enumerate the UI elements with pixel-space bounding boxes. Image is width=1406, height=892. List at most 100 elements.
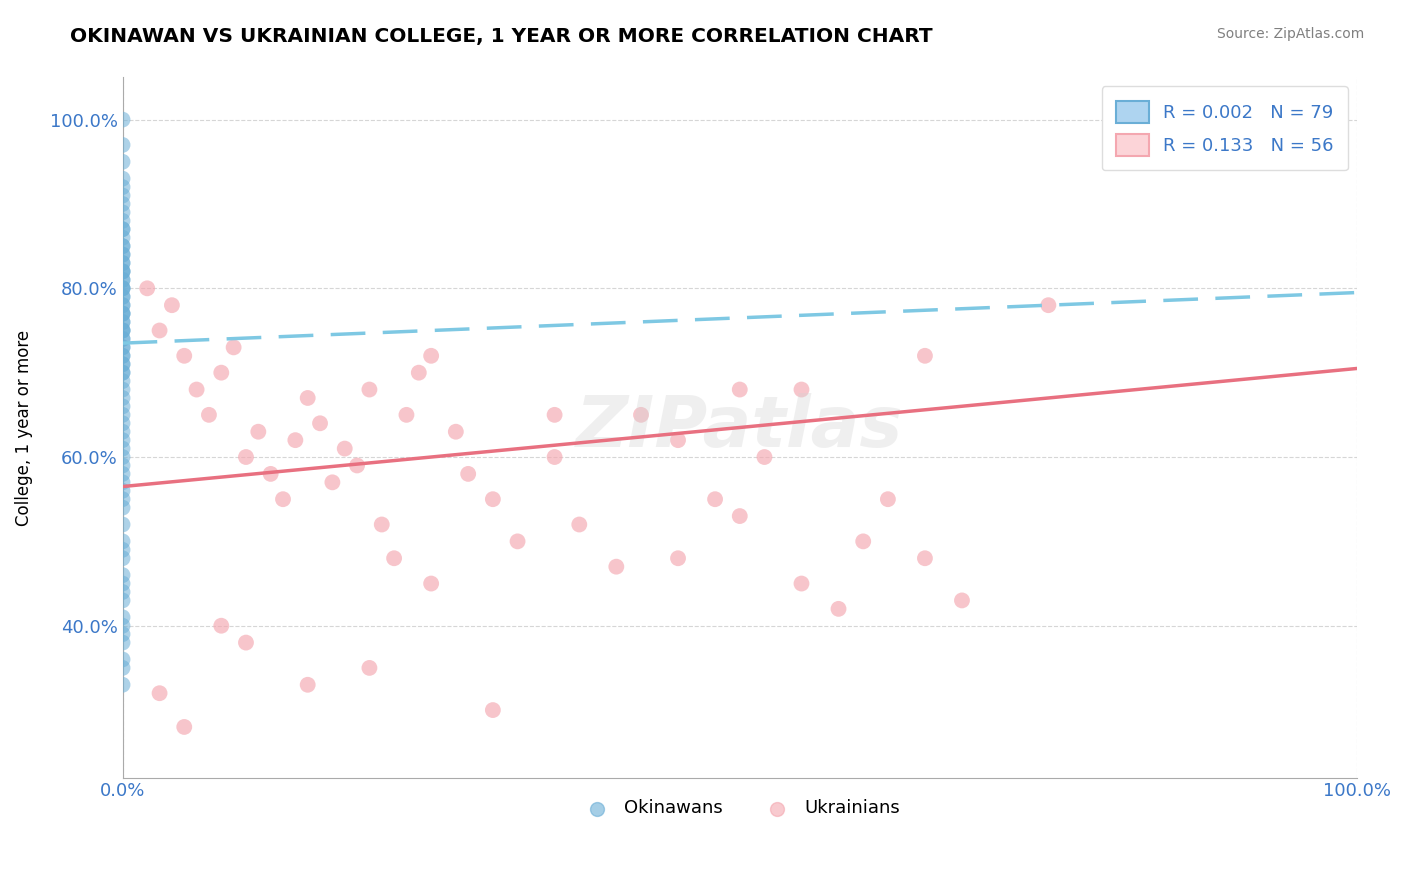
Point xyxy=(111,239,134,253)
Point xyxy=(728,509,751,524)
Point xyxy=(111,391,134,405)
Point xyxy=(111,417,134,431)
Point xyxy=(111,425,134,439)
Point xyxy=(309,417,332,431)
Point xyxy=(1038,298,1060,312)
Point xyxy=(111,281,134,295)
Point xyxy=(111,349,134,363)
Point xyxy=(359,661,381,675)
Point xyxy=(111,517,134,532)
Point xyxy=(111,247,134,261)
Point xyxy=(148,324,170,338)
Point xyxy=(111,442,134,456)
Point xyxy=(111,307,134,321)
Point xyxy=(790,383,813,397)
Point xyxy=(160,298,183,312)
Point xyxy=(111,332,134,346)
Point xyxy=(111,197,134,211)
Point xyxy=(408,366,430,380)
Point xyxy=(666,551,689,566)
Point xyxy=(111,618,134,632)
Point xyxy=(111,137,134,152)
Point xyxy=(359,383,381,397)
Point xyxy=(111,408,134,422)
Point xyxy=(111,230,134,244)
Point xyxy=(914,349,936,363)
Point xyxy=(111,247,134,261)
Point xyxy=(395,408,418,422)
Point xyxy=(271,492,294,507)
Point xyxy=(111,239,134,253)
Point xyxy=(235,450,257,464)
Point xyxy=(111,340,134,354)
Point xyxy=(950,593,973,607)
Point xyxy=(136,281,159,295)
Point xyxy=(111,324,134,338)
Point xyxy=(111,492,134,507)
Point xyxy=(506,534,529,549)
Point xyxy=(198,408,221,422)
Point xyxy=(728,383,751,397)
Point xyxy=(111,366,134,380)
Point xyxy=(297,678,319,692)
Point xyxy=(247,425,270,439)
Point xyxy=(877,492,900,507)
Point xyxy=(284,433,307,447)
Point xyxy=(111,290,134,304)
Point xyxy=(111,273,134,287)
Point xyxy=(827,602,849,616)
Point xyxy=(630,408,652,422)
Point xyxy=(111,290,134,304)
Point xyxy=(111,475,134,490)
Point xyxy=(754,450,776,464)
Point xyxy=(235,635,257,649)
Point xyxy=(111,467,134,481)
Point xyxy=(111,357,134,371)
Point xyxy=(111,222,134,236)
Point xyxy=(346,458,368,473)
Point xyxy=(482,492,505,507)
Point xyxy=(111,298,134,312)
Point xyxy=(543,450,565,464)
Point xyxy=(420,576,443,591)
Point xyxy=(111,264,134,278)
Point xyxy=(111,298,134,312)
Point xyxy=(111,458,134,473)
Point xyxy=(111,400,134,414)
Point xyxy=(111,324,134,338)
Point xyxy=(111,627,134,641)
Point xyxy=(111,273,134,287)
Point xyxy=(111,315,134,329)
Point xyxy=(111,171,134,186)
Point xyxy=(382,551,405,566)
Point xyxy=(333,442,356,456)
Point xyxy=(111,450,134,464)
Point xyxy=(111,678,134,692)
Point xyxy=(482,703,505,717)
Point xyxy=(111,315,134,329)
Point xyxy=(111,483,134,498)
Legend: Okinawans, Ukrainians: Okinawans, Ukrainians xyxy=(572,792,907,824)
Point xyxy=(111,349,134,363)
Point xyxy=(111,585,134,599)
Point xyxy=(371,517,394,532)
Point xyxy=(444,425,467,439)
Point xyxy=(209,618,232,632)
Point xyxy=(111,357,134,371)
Point xyxy=(568,517,591,532)
Point xyxy=(111,324,134,338)
Point xyxy=(704,492,727,507)
Point xyxy=(790,576,813,591)
Point xyxy=(111,534,134,549)
Point xyxy=(111,256,134,270)
Point xyxy=(186,383,208,397)
Point xyxy=(111,366,134,380)
Point xyxy=(321,475,343,490)
Point xyxy=(111,180,134,194)
Point xyxy=(111,307,134,321)
Text: ZIPatlas: ZIPatlas xyxy=(576,393,904,462)
Point xyxy=(173,720,195,734)
Point xyxy=(111,332,134,346)
Point xyxy=(111,205,134,219)
Point xyxy=(111,652,134,666)
